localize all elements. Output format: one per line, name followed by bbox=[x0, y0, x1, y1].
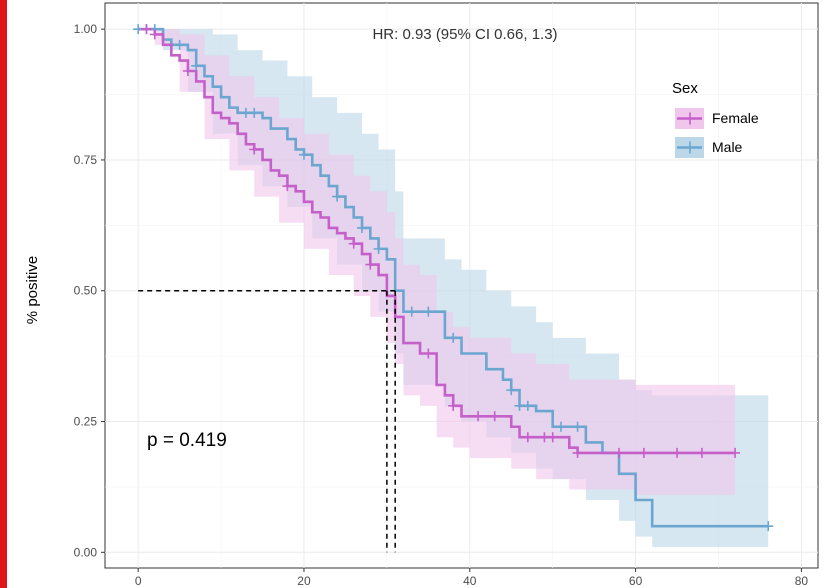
survival-curves bbox=[138, 27, 769, 528]
male-censor-mark bbox=[506, 385, 517, 396]
male-censor-mark bbox=[763, 521, 774, 532]
y-tick-label: 0.00 bbox=[74, 545, 98, 559]
female-censor-mark bbox=[282, 181, 293, 192]
x-tick-label: 40 bbox=[463, 574, 477, 588]
female-censor-mark bbox=[547, 432, 558, 443]
female-censor-mark bbox=[638, 447, 649, 458]
female-censor-mark bbox=[489, 411, 500, 422]
female-censor-mark bbox=[348, 238, 359, 249]
y-tick-label: 0.25 bbox=[74, 415, 98, 429]
male-censor-mark bbox=[555, 421, 566, 432]
female-censor-mark bbox=[365, 259, 376, 270]
male-censor-mark bbox=[406, 306, 417, 317]
male-censor-mark bbox=[448, 332, 459, 343]
female-censor-mark bbox=[730, 447, 741, 458]
confidence-bands bbox=[138, 29, 769, 548]
y-tick-label: 0.50 bbox=[74, 284, 98, 298]
male-censor-mark bbox=[522, 400, 533, 411]
censor-marks bbox=[133, 24, 774, 532]
female-censor-mark bbox=[572, 447, 583, 458]
female-censor-mark bbox=[473, 411, 484, 422]
pvalue-annotation: p = 0.419 bbox=[147, 430, 227, 451]
male-censor-mark bbox=[298, 149, 309, 160]
female-censor-mark bbox=[614, 447, 625, 458]
male-survival-line bbox=[138, 27, 769, 528]
y-tick-label: 0.75 bbox=[74, 153, 98, 167]
y-axis-title: % positive bbox=[24, 256, 41, 324]
legend-censor-female bbox=[684, 112, 696, 125]
female-censor-mark bbox=[423, 348, 434, 359]
female-censor-mark bbox=[448, 400, 459, 411]
legend-censor-male bbox=[684, 141, 696, 154]
male-censor-mark bbox=[373, 243, 384, 254]
male-censor-mark bbox=[423, 306, 434, 317]
male-censor-mark bbox=[174, 39, 185, 50]
female-censor-mark bbox=[149, 29, 160, 40]
hazard-ratio-annotation: HR: 0.93 (95% CI 0.66, 1.3) bbox=[372, 26, 557, 43]
male-censor-mark bbox=[191, 60, 202, 71]
x-tick-label: 0 bbox=[135, 574, 142, 588]
median-lines bbox=[138, 289, 396, 553]
female-censor-mark bbox=[182, 66, 193, 77]
legend-label-male: Male bbox=[712, 139, 743, 155]
y-tick-label: 1.00 bbox=[74, 22, 98, 36]
legend-label-female: Female bbox=[712, 110, 759, 126]
female-survival-line bbox=[138, 27, 736, 455]
x-tick-label: 20 bbox=[297, 574, 311, 588]
male-censor-mark bbox=[357, 222, 368, 233]
left-edge-strip bbox=[0, 0, 7, 588]
female-confidence-band bbox=[138, 29, 736, 495]
legend: Sex Female Male bbox=[672, 80, 759, 158]
female-censor-mark bbox=[522, 432, 533, 443]
x-tick-label: 60 bbox=[629, 574, 643, 588]
x-tick-label: 80 bbox=[795, 574, 809, 588]
male-censor-mark bbox=[332, 191, 343, 202]
female-censor-mark bbox=[249, 144, 260, 155]
axis-ticks: 0 20 40 60 80 0.00 0.25 0.50 0.75 1.00 bbox=[74, 22, 809, 588]
female-censor-mark bbox=[141, 24, 152, 35]
male-censor-mark bbox=[249, 107, 260, 118]
female-censor-mark bbox=[672, 447, 683, 458]
legend-title: Sex bbox=[672, 80, 698, 97]
female-censor-mark bbox=[696, 447, 707, 458]
male-censor-mark bbox=[572, 421, 583, 432]
